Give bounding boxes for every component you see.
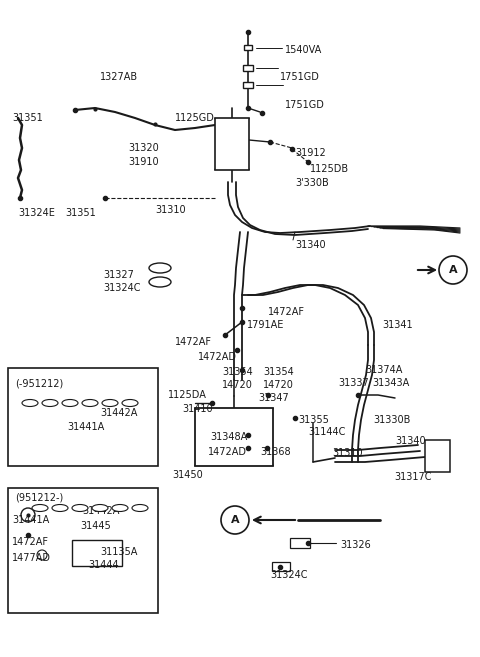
Text: 31324C: 31324C <box>270 570 308 580</box>
Text: 31441A: 31441A <box>67 422 104 432</box>
Bar <box>195 408 273 466</box>
Text: 31324C: 31324C <box>103 283 141 293</box>
Text: 1751GD: 1751GD <box>285 100 325 110</box>
Circle shape <box>21 508 35 522</box>
Text: 14720: 14720 <box>222 380 253 390</box>
Text: 1472AD: 1472AD <box>198 352 237 362</box>
Bar <box>272 562 290 571</box>
Ellipse shape <box>92 505 108 512</box>
Circle shape <box>221 506 249 534</box>
Text: 31337: 31337 <box>338 378 369 388</box>
Ellipse shape <box>82 399 98 407</box>
Text: 31324E: 31324E <box>18 208 55 218</box>
Text: 1472AD: 1472AD <box>208 447 247 457</box>
Text: 31444: 31444 <box>88 560 119 570</box>
Bar <box>215 118 249 170</box>
Ellipse shape <box>52 505 68 512</box>
Text: 31354: 31354 <box>263 367 294 377</box>
Text: 1751GD: 1751GD <box>280 72 320 82</box>
Text: 31310: 31310 <box>332 448 362 458</box>
Text: (-951212): (-951212) <box>15 378 63 388</box>
Text: 31144C: 31144C <box>308 427 346 437</box>
Ellipse shape <box>72 505 88 512</box>
Bar <box>290 538 310 548</box>
Text: 31410: 31410 <box>182 404 213 414</box>
Text: 1540VA: 1540VA <box>285 45 322 55</box>
Text: 31374A: 31374A <box>365 365 402 375</box>
Text: 31351: 31351 <box>65 208 96 218</box>
Bar <box>425 440 450 472</box>
Text: 31351: 31351 <box>12 113 43 123</box>
Ellipse shape <box>122 399 138 407</box>
Text: 31368: 31368 <box>260 447 290 457</box>
Text: 1125GD: 1125GD <box>175 113 215 123</box>
Ellipse shape <box>42 399 58 407</box>
Text: 31442A: 31442A <box>100 408 137 418</box>
Text: 31310: 31310 <box>155 205 186 215</box>
Text: 31347: 31347 <box>258 393 289 403</box>
Text: 1791AE: 1791AE <box>247 320 284 330</box>
Ellipse shape <box>149 277 171 287</box>
Text: 31327: 31327 <box>103 270 134 280</box>
Text: 1125DA: 1125DA <box>168 390 207 400</box>
Text: 31326: 31326 <box>340 540 371 550</box>
Text: 31317C: 31317C <box>394 472 432 482</box>
Circle shape <box>439 256 467 284</box>
Text: 31445: 31445 <box>80 521 111 531</box>
Text: 31340: 31340 <box>395 436 426 446</box>
Bar <box>8 488 158 613</box>
Circle shape <box>37 550 47 560</box>
Ellipse shape <box>132 505 148 512</box>
Text: 31340: 31340 <box>295 240 325 250</box>
Text: 31355: 31355 <box>298 415 329 425</box>
Bar <box>244 45 252 50</box>
Text: 31912: 31912 <box>295 148 326 158</box>
Ellipse shape <box>22 399 38 407</box>
Text: 31441A: 31441A <box>12 515 49 525</box>
Text: 31354: 31354 <box>222 367 253 377</box>
Text: 1327AB: 1327AB <box>100 72 138 82</box>
Text: 31442A: 31442A <box>82 506 120 516</box>
Text: 1472AF: 1472AF <box>175 337 212 347</box>
Bar <box>72 540 122 566</box>
Text: 31320: 31320 <box>128 143 159 153</box>
Text: 14720: 14720 <box>263 380 294 390</box>
Text: 1477AD: 1477AD <box>12 553 51 563</box>
Text: (951212-): (951212-) <box>15 492 63 502</box>
Bar <box>243 65 253 71</box>
Bar <box>8 368 158 466</box>
Bar <box>243 82 253 88</box>
Text: A: A <box>449 265 457 275</box>
Text: 31330B: 31330B <box>373 415 410 425</box>
Text: 31135A: 31135A <box>100 547 137 557</box>
Ellipse shape <box>62 399 78 407</box>
Text: 3'330B: 3'330B <box>295 178 329 188</box>
Text: 1472AF: 1472AF <box>12 537 49 547</box>
Ellipse shape <box>102 399 118 407</box>
Ellipse shape <box>32 505 48 512</box>
Text: 31348A: 31348A <box>210 432 247 442</box>
Text: 1472AF: 1472AF <box>268 307 305 317</box>
Text: 31450: 31450 <box>172 470 203 480</box>
Ellipse shape <box>149 263 171 273</box>
Ellipse shape <box>112 505 128 512</box>
Text: 31910: 31910 <box>128 157 158 167</box>
Text: 31343A: 31343A <box>372 378 409 388</box>
Text: 31341: 31341 <box>382 320 413 330</box>
Text: A: A <box>231 515 240 525</box>
Text: 1125DB: 1125DB <box>310 164 349 174</box>
